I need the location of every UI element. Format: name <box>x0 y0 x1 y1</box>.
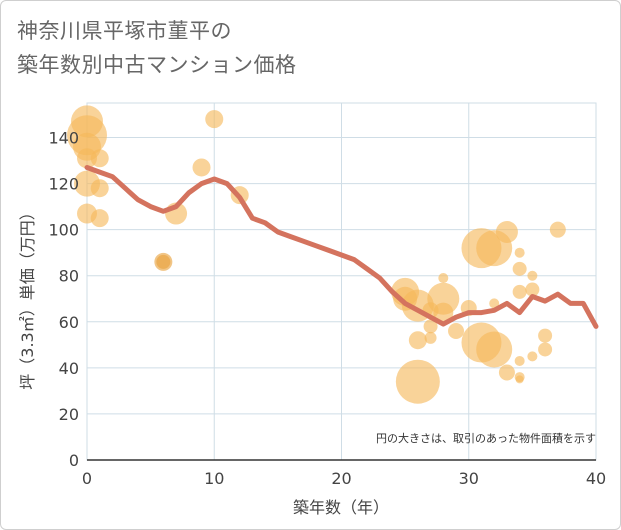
y-tick-label: 120 <box>48 175 79 194</box>
data-bubble <box>90 179 109 198</box>
y-tick-label: 60 <box>59 313 79 332</box>
data-bubble <box>90 149 109 168</box>
data-bubble <box>538 342 553 357</box>
data-bubble <box>408 331 427 350</box>
y-tick-label: 40 <box>59 359 79 378</box>
data-bubble <box>476 331 513 368</box>
data-bubble <box>512 284 527 299</box>
chart-title-line2: 築年数別中古マンション価格 <box>17 53 297 77</box>
data-bubble <box>433 302 454 323</box>
data-bubble <box>489 298 500 309</box>
y-tick-label: 0 <box>69 451 79 470</box>
data-bubble <box>498 364 515 381</box>
x-tick-label: 0 <box>82 469 92 488</box>
data-bubble <box>495 220 518 243</box>
x-axis-label: 築年数（年） <box>293 498 389 517</box>
y-tick-label: 140 <box>48 129 79 148</box>
data-bubble <box>192 158 211 177</box>
chart-title: 神奈川県平塚市菫平の 築年数別中古マンション価格 <box>17 14 297 82</box>
data-bubble <box>438 273 449 284</box>
x-tick-label: 10 <box>204 469 224 488</box>
grid-lines <box>86 102 597 461</box>
trend-line <box>84 165 599 329</box>
y-tick-label: 100 <box>48 221 79 240</box>
data-bubble <box>525 282 540 297</box>
data-bubble <box>90 209 109 228</box>
chart-title-line1: 神奈川県平塚市菫平の <box>17 19 232 43</box>
x-tick-label: 40 <box>586 469 606 488</box>
x-tick-label: 20 <box>331 469 351 488</box>
y-tick-labels: 0 20 40 60 80 100 120 140 <box>48 129 79 470</box>
data-bubble <box>424 331 437 344</box>
y-tick-label: 20 <box>59 405 79 424</box>
data-bubble <box>423 319 438 334</box>
y-tick-label: 80 <box>59 267 79 286</box>
data-bubble <box>515 375 524 384</box>
x-tick-labels: 0 10 20 30 40 <box>82 469 606 488</box>
data-bubble <box>514 355 525 366</box>
data-bubble <box>448 323 465 340</box>
data-bubble <box>527 270 538 281</box>
data-bubble <box>512 261 527 276</box>
data-bubble <box>538 328 553 343</box>
x-tick-label: 30 <box>459 469 479 488</box>
data-bubble <box>549 221 566 238</box>
data-bubble <box>77 148 97 169</box>
data-bubble <box>514 247 525 258</box>
y-axis-label: 坪（3.3㎡）単価（万円） <box>18 204 37 389</box>
data-bubble <box>527 351 538 362</box>
data-bubble <box>156 254 171 269</box>
size-note: 円の大きさは、取引のあった物件面積を示す <box>376 431 596 445</box>
bubble-layer <box>67 105 566 404</box>
data-bubble <box>395 359 440 404</box>
data-bubble <box>205 110 224 129</box>
